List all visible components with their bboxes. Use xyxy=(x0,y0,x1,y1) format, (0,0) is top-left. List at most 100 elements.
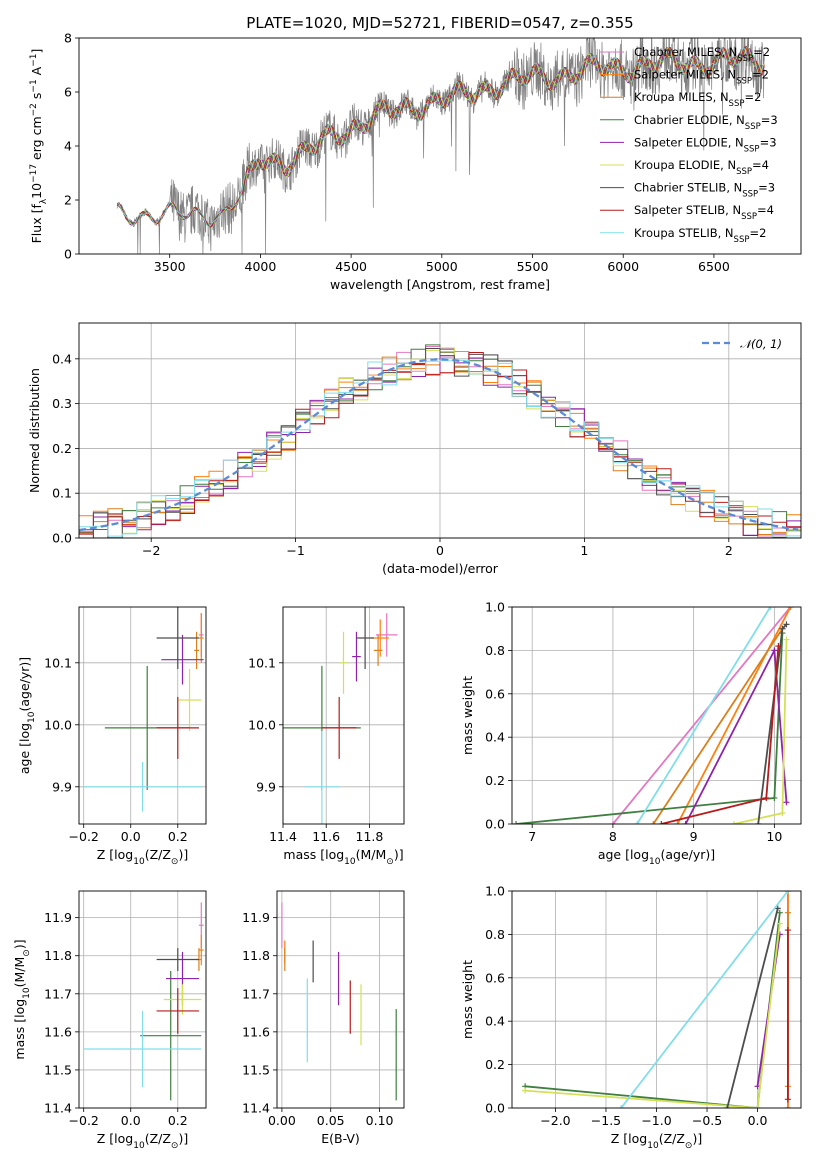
residual-histogram-xtick-label: 1 xyxy=(580,543,588,558)
mass-vs-ebv-panel: 0.00 0.05 0.10 11.4 11.5 11.6 11.7 11.8 11.9 E(B-… xyxy=(242,890,405,1146)
mass-weight-vs-age-plot-area xyxy=(513,607,794,824)
mass-weight-vs-age-marker-5-1 xyxy=(779,810,786,817)
mass-weight-vs-age-ytick-label: 0.8 xyxy=(485,643,505,658)
mass-vs-ebv-ytick-label: 11.5 xyxy=(242,1062,270,1077)
spectrum-xtick-label: 5500 xyxy=(517,259,549,274)
mass-weight-vs-age-ytick-label: 0.4 xyxy=(485,730,505,745)
mass-weight-vs-age-marker-8-0 xyxy=(634,821,641,824)
mass-vs-Z-errorbar-3 xyxy=(140,970,202,1101)
mass-weight-vs-age-marker-6-0 xyxy=(755,821,762,824)
mass-vs-Z-ylabel: mass [log10(M/M⊙)] xyxy=(12,939,32,1059)
age-vs-Z-errorbar-4 xyxy=(161,634,204,685)
histogram-legend: 𝒩(0, 1) xyxy=(702,337,782,351)
residual-histogram-ytick-label: 0.1 xyxy=(52,486,72,501)
residual-histogram-xtick-label: 2 xyxy=(725,543,733,558)
age-vs-Z-ylabel: age [log10(age/yr)] xyxy=(17,657,37,774)
mass-weight-vs-age-xtick-label: 10 xyxy=(766,829,782,844)
spectrum-xtick-label: 4000 xyxy=(245,259,277,274)
mass-weight-vs-age-xtick-label: 7 xyxy=(528,829,536,844)
residual-histogram-ytick-label: 0.4 xyxy=(52,351,72,366)
gaussian-legend-label: 𝒩(0, 1) xyxy=(740,337,782,351)
figure-title: PLATE=1020, MJD=52721, FIBERID=0547, z=0… xyxy=(246,14,633,32)
mass-vs-ebv-ytick-label: 11.9 xyxy=(242,910,270,925)
mass-weight-vs-age-marker-1-1 xyxy=(787,607,794,610)
residual-histogram-xlabel: (data-model)/error xyxy=(382,561,499,576)
mass-vs-ebv-xtick-label: 0.05 xyxy=(317,1113,345,1128)
age-vs-mass-errorbar-6 xyxy=(356,607,374,669)
mass-weight-vs-age-marker-4-2 xyxy=(783,799,790,806)
mass-weight-vs-age-line-1 xyxy=(676,607,792,824)
mass-vs-Z-panel: −0.2 0.0 0.2 11.4 11.5 11.6 11.7 11.8 11.9 Z [log… xyxy=(12,890,207,1151)
mass-weight-vs-Z-line-5 xyxy=(525,923,781,1108)
age-vs-Z-xtick-label: 0.0 xyxy=(121,829,141,844)
mass-weight-vs-Z-marker-7-1 xyxy=(784,927,791,934)
mass-weight-vs-age-line-3 xyxy=(515,632,784,824)
mass-weight-vs-age-line-2 xyxy=(652,628,784,824)
mass-vs-Z-xtick-label: 0.0 xyxy=(121,1113,141,1128)
legend-label-3: Chabrier ELODIE, NSSP=3 xyxy=(634,113,778,132)
age-vs-Z-xtick-label: 0.2 xyxy=(168,829,188,844)
legend-label-5: Kroupa ELODIE, NSSP=4 xyxy=(634,158,769,177)
mass-vs-Z-xtick-label: −0.2 xyxy=(69,1113,99,1128)
mass-weight-vs-age-marker-0-0 xyxy=(609,821,616,824)
mass-weight-vs-age-line-8 xyxy=(636,607,772,824)
histogram-step-7 xyxy=(79,352,801,538)
spectrum-plot-area xyxy=(116,38,765,254)
spectrum-ytick-label: 4 xyxy=(64,139,72,154)
mass-weight-vs-age-ytick-label: 0.0 xyxy=(485,817,505,832)
legend-label-8: Kroupa STELIB, NSSP=2 xyxy=(634,226,766,245)
spectrum-legend: Chabrier MILES, NSSP=2 Salpeter MILES, NS… xyxy=(600,45,778,245)
mass-weight-vs-age-marker-6-2 xyxy=(783,621,790,628)
age-vs-mass-errorbar-5 xyxy=(339,631,348,694)
spectrum-xtick-label: 5000 xyxy=(426,259,458,274)
age-vs-Z-ytick-label: 10.1 xyxy=(44,655,72,670)
mass-vs-Z-ytick-label: 11.6 xyxy=(44,1024,72,1039)
mass-weight-vs-age-marker-2-0 xyxy=(650,821,657,824)
mass-vs-ebv-ytick-label: 11.8 xyxy=(242,948,270,963)
mass-weight-vs-age-marker-7-1 xyxy=(763,794,770,801)
age-vs-mass-ytick-label: 10.0 xyxy=(248,717,276,732)
spectrum-model-line-8 xyxy=(117,46,765,227)
histogram-step-8 xyxy=(79,359,801,538)
mass-weight-vs-age-marker-6-1 xyxy=(779,625,786,632)
spectrum-xtick-label: 4500 xyxy=(335,259,367,274)
age-vs-mass-errorbar-0 xyxy=(375,613,398,657)
mass-weight-vs-Z-xtick-label: 0.0 xyxy=(748,1113,768,1128)
age-vs-mass-errorbar-4 xyxy=(352,631,361,682)
mass-weight-vs-age-ytick-label: 1.0 xyxy=(485,600,505,615)
mass-weight-vs-Z-xlabel: Z [log10(Z/Z⊙)] xyxy=(611,1131,702,1151)
age-vs-Z-errorbar-6 xyxy=(156,607,199,669)
mass-vs-ebv-xtick-label: 0.00 xyxy=(268,1113,296,1128)
age-vs-mass-errorbar-7 xyxy=(321,696,357,759)
legend-label-6: Chabrier STELIB, NSSP=3 xyxy=(634,181,775,200)
age-vs-mass-errorbar-8 xyxy=(304,731,340,824)
mass-weight-vs-age-marker-5-0 xyxy=(730,821,737,824)
age-vs-mass-errorbar-2 xyxy=(373,634,383,666)
mass-weight-vs-Z-marker-6-1 xyxy=(774,905,781,912)
mass-weight-vs-Z-ytick-label: 1.0 xyxy=(485,884,505,899)
age-vs-Z-xtick-label: −0.2 xyxy=(69,829,99,844)
legend-label-0: Chabrier MILES, NSSP=2 xyxy=(634,45,770,64)
mass-vs-ebv-plot-area xyxy=(281,902,397,1101)
mass-weight-vs-Z-ytick-label: 0.4 xyxy=(485,1014,505,1029)
mass-weight-vs-Z-plot-area xyxy=(522,891,791,1108)
mass-vs-Z-ytick-label: 11.7 xyxy=(44,986,72,1001)
mass-vs-ebv-ytick-label: 11.7 xyxy=(242,986,270,1001)
histogram-step-4 xyxy=(79,348,801,536)
age-vs-Z-errorbar-2 xyxy=(194,631,199,669)
age-vs-Z-plot-area xyxy=(83,607,204,812)
residual-histogram-ytick-label: 0.3 xyxy=(52,396,72,411)
panels: 3500 4000 4500 5000 5500 6000 6500 0 2 4 6 8 wavelen… xyxy=(12,31,802,1151)
mass-vs-Z-frame xyxy=(78,890,207,1109)
mass-vs-Z-xlabel: Z [log10(Z/Z⊙)] xyxy=(97,1131,188,1151)
mass-vs-ebv-frame xyxy=(276,890,405,1109)
spectrum-xlabel: wavelength [Angstrom, rest frame] xyxy=(330,277,550,292)
spectrum-panel: 3500 4000 4500 5000 5500 6000 6500 0 2 4 6 8 wavelen… xyxy=(29,31,802,292)
mass-weight-vs-age-marker-1-0 xyxy=(674,821,681,824)
mass-weight-vs-Z-line-8 xyxy=(620,891,789,1108)
legend-label-2: Kroupa MILES, NSSP=2 xyxy=(634,90,761,109)
spectrum-ytick-label: 2 xyxy=(64,193,72,208)
mass-weight-vs-age-marker-7-0 xyxy=(658,821,665,824)
mass-weight-vs-Z-xtick-label: −0.5 xyxy=(692,1113,722,1128)
